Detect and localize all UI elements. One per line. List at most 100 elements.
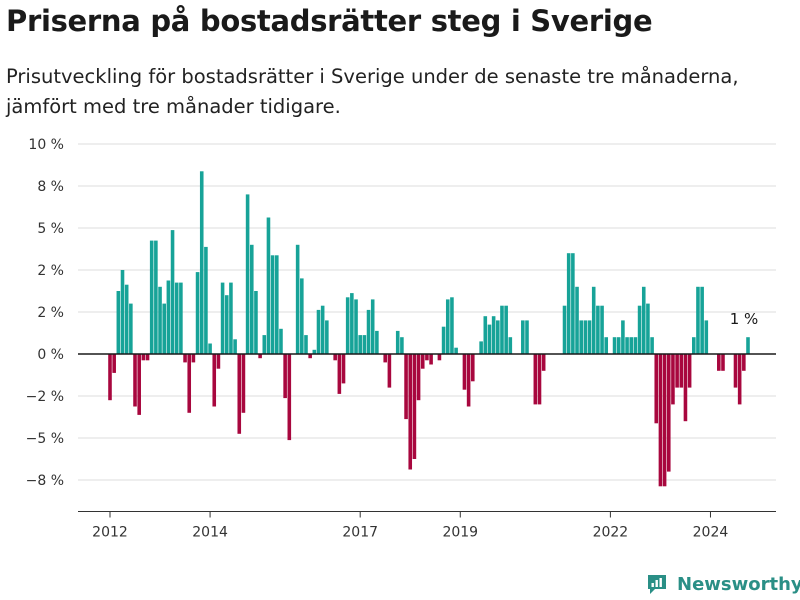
bar <box>429 354 433 365</box>
bar <box>737 354 742 405</box>
bar <box>254 291 258 354</box>
bar <box>629 337 634 354</box>
bar <box>704 320 709 354</box>
bar <box>412 354 417 459</box>
bar <box>662 354 667 487</box>
bar <box>500 305 504 354</box>
bar <box>525 320 529 354</box>
bar <box>521 320 525 354</box>
bar <box>587 320 592 354</box>
annotations: 1 % <box>730 310 759 328</box>
bar <box>575 286 579 354</box>
bar <box>504 305 508 354</box>
bar <box>646 303 650 354</box>
bar <box>700 286 704 354</box>
bar <box>416 354 421 401</box>
bar <box>116 291 121 354</box>
bar <box>220 282 225 354</box>
last-value-label: 1 % <box>730 310 759 328</box>
bar <box>591 286 596 354</box>
bar <box>462 354 467 390</box>
bar <box>420 354 425 369</box>
chart-subtitle: Prisutveckling för bostadsrätter i Sveri… <box>6 65 739 118</box>
bar <box>600 305 604 354</box>
bar <box>466 354 471 407</box>
x-tick-label: 2022 <box>593 525 629 541</box>
bar <box>187 354 192 413</box>
bar <box>441 326 446 354</box>
bar <box>208 343 212 354</box>
y-tick-label: 10 % <box>28 137 64 153</box>
bar <box>141 354 146 361</box>
bar <box>233 339 237 354</box>
bar <box>654 354 659 424</box>
bar <box>325 320 329 354</box>
bar <box>270 255 275 354</box>
bar <box>262 335 267 354</box>
newsworthy-logo-icon <box>648 575 666 594</box>
bar <box>204 246 208 354</box>
bar <box>149 240 154 354</box>
bar <box>487 324 492 354</box>
bar <box>337 354 342 394</box>
bar <box>129 303 133 354</box>
bar <box>691 337 696 354</box>
bar <box>333 354 337 361</box>
bar <box>212 354 217 407</box>
bar <box>370 299 375 354</box>
y-tick-label: 2 % <box>37 305 64 321</box>
bar <box>508 337 513 354</box>
y-tick-label: 2 % <box>37 263 64 279</box>
bar <box>350 293 354 354</box>
bar <box>162 303 167 354</box>
bar <box>641 286 646 354</box>
bar <box>616 337 621 354</box>
bar <box>295 244 300 354</box>
bar <box>637 305 642 354</box>
bar <box>124 284 129 354</box>
bar <box>450 297 454 354</box>
y-tick-label: 5 % <box>37 221 64 237</box>
y-tick-label: −8 % <box>26 473 64 489</box>
bar <box>308 354 312 359</box>
bar <box>400 337 404 354</box>
bar <box>383 354 388 363</box>
bar <box>742 354 746 371</box>
bar <box>571 253 575 354</box>
bar <box>671 354 675 405</box>
bar <box>137 354 141 415</box>
bars <box>108 171 750 487</box>
bar <box>687 354 692 388</box>
bar <box>158 286 162 354</box>
y-tick-label: −5 % <box>26 431 64 447</box>
bar <box>612 337 617 354</box>
y-tick-label: −2 % <box>26 389 64 405</box>
x-axis-ticks: 2012 2014 2017 2019 2022 2024 <box>92 511 729 541</box>
bar <box>304 335 308 354</box>
bar <box>658 354 663 487</box>
bar <box>696 286 700 354</box>
bar <box>387 354 392 388</box>
bar <box>229 282 233 354</box>
bar-chart: 10 % 8 % 5 % 2 % 2 % 0 % −2 % −5 % −8 % 2012 2014… <box>26 137 776 541</box>
bar <box>249 244 254 354</box>
bar <box>375 330 379 354</box>
bar <box>454 347 458 354</box>
bar <box>341 354 346 384</box>
bar <box>241 354 246 413</box>
bar <box>133 354 137 407</box>
bar <box>566 253 571 354</box>
bar <box>583 320 588 354</box>
bar <box>445 299 450 354</box>
bar <box>245 194 250 354</box>
x-tick-label: 2012 <box>92 525 128 541</box>
bar <box>562 305 567 354</box>
x-tick-label: 2024 <box>693 525 729 541</box>
brand-name: Newsworthy <box>677 573 800 595</box>
bar <box>179 282 183 354</box>
bar <box>746 337 750 354</box>
y-tick-label: 0 % <box>37 347 64 363</box>
bar <box>395 330 400 354</box>
chart-title: Priserna på bostadsrätter steg i Sverige <box>6 4 653 38</box>
bar <box>679 354 684 388</box>
